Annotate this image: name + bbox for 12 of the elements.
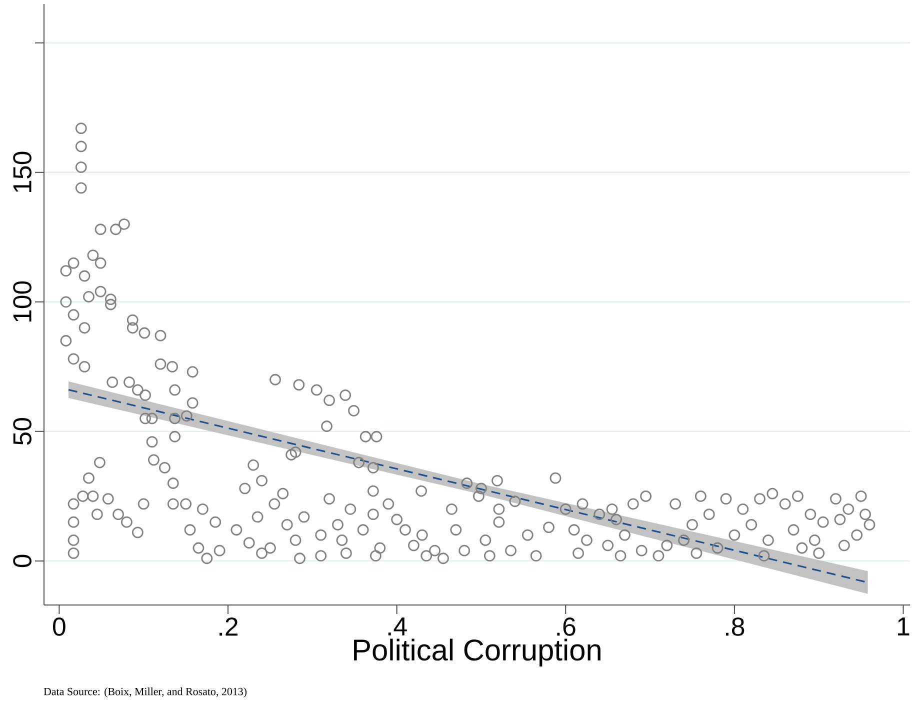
- x-tick-label: .4: [388, 618, 407, 636]
- y-tick-label: 150: [13, 152, 32, 192]
- x-tick-label: .2: [220, 618, 238, 636]
- y-tick-label: 50: [13, 418, 32, 445]
- source-note: Data Source: (Boix, Miller, and Rosato, 2013): [44, 688, 247, 698]
- y-tick-label: 100: [13, 281, 32, 322]
- y-tick-label: 0: [13, 554, 32, 568]
- x-axis-title: Political Corruption: [354, 638, 600, 667]
- x-tick-label: 1: [898, 618, 910, 636]
- x-tick-label: .6: [557, 618, 576, 636]
- x-tick-label: 0: [53, 618, 66, 636]
- x-tick-label: .8: [726, 618, 744, 636]
